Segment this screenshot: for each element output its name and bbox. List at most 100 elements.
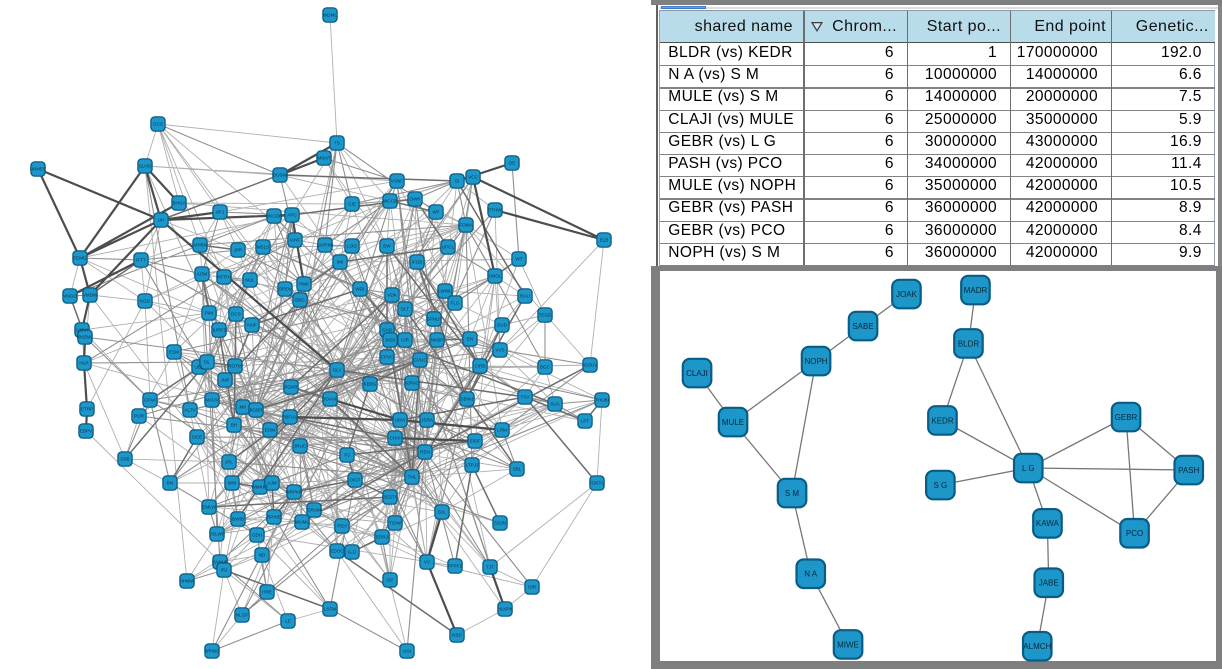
svg-text:JPL: JPL [225,460,233,465]
svg-text:N A: N A [804,570,818,579]
svg-text:WW: WW [228,481,237,486]
svg-text:EMLW: EMLW [202,505,216,510]
svg-text:MADR: MADR [964,286,988,295]
svg-text:L G: L G [1022,464,1035,473]
svg-text:WPWO: WPWO [204,649,220,654]
svg-text:BN: BN [167,481,173,486]
svg-text:NOPH: NOPH [804,357,827,366]
svg-text:TS: TS [334,141,340,146]
svg-text:KGD: KGD [140,299,151,304]
svg-text:OIGT: OIGT [349,478,360,483]
svg-text:LWWL: LWWL [438,289,452,294]
svg-text:LKPHW: LKPHW [317,243,334,248]
svg-text:ND: ND [259,553,266,558]
svg-text:DL: DL [204,360,210,365]
svg-text:APC: APC [287,213,297,218]
svg-text:EOM: EOM [265,428,276,433]
svg-text:CHAI: CHAI [390,436,401,441]
svg-text:OPEN: OPEN [278,287,291,292]
svg-text:THUBI: THUBI [595,398,609,403]
svg-text:IFGB: IFGB [412,260,423,265]
svg-text:GCS: GCS [153,122,163,127]
svg-text:LSFM: LSFM [324,607,336,612]
svg-text:UBVI: UBVI [395,418,406,423]
svg-text:EBPV: EBPV [80,429,93,434]
svg-text:BWIB: BWIB [232,517,244,522]
svg-text:REN: REN [420,450,430,455]
svg-text:RAU: RAU [520,294,530,299]
svg-text:ROTM: ROTM [228,364,242,369]
svg-text:UPCL: UPCL [442,245,455,250]
svg-text:SICE: SICE [192,435,203,440]
svg-text:PJ: PJ [344,453,349,458]
svg-text:GDH: GDH [252,533,262,538]
svg-text:POR: POR [134,414,145,419]
svg-text:FTHW: FTHW [488,208,502,213]
svg-text:GJJ: GJJ [348,550,356,555]
svg-text:KBBG: KBBG [364,382,377,387]
svg-text:KAWA: KAWA [1036,519,1060,528]
svg-text:DANUP: DANUP [212,560,228,565]
svg-text:HHWW: HHWW [179,579,195,584]
svg-text:LTPJJ: LTPJJ [466,463,479,468]
svg-text:BH: BH [231,423,237,428]
svg-text:NUL: NUL [245,278,255,283]
svg-text:SSJN: SSJN [494,521,506,526]
svg-text:WRPKN: WRPKN [285,490,302,495]
svg-text:OE: OE [509,161,516,166]
svg-text:TEGD: TEGD [539,313,552,318]
svg-text:LRM: LRM [497,428,507,433]
svg-text:JMF: JMF [221,378,230,383]
svg-text:MULE: MULE [722,418,744,427]
svg-text:PPPFS: PPPFS [447,564,462,569]
svg-text:PBFUU: PBFUU [282,415,298,420]
svg-text:IOOUV: IOOUV [583,363,599,368]
svg-text:ALMCH: ALMCH [1023,642,1051,651]
svg-text:ORUM: ORUM [307,508,321,513]
svg-text:OIR: OIR [528,585,537,590]
svg-text:UBL: UBL [195,365,204,370]
svg-text:VV: VV [424,560,431,565]
svg-text:ESM: ESM [169,350,179,355]
svg-text:CIR: CIR [401,338,410,343]
svg-text:WUML: WUML [295,520,309,525]
svg-text:SLHO: SLHO [139,164,152,169]
svg-text:GAB: GAB [382,328,392,333]
svg-text:BW: BW [383,244,391,249]
svg-text:UNHEE: UNHEE [30,167,46,172]
svg-text:PASH: PASH [1178,466,1199,475]
svg-text:PCO: PCO [1126,529,1143,538]
svg-text:BHOA: BHOA [172,201,186,206]
svg-text:JPR: JPR [234,248,243,253]
svg-text:VMDW: VMDW [83,293,98,298]
svg-text:GLV: GLV [333,368,343,373]
svg-text:HLR: HLR [79,361,89,366]
svg-text:EIDF: EIDF [470,439,481,444]
svg-text:NJRAD: NJRAD [404,381,420,386]
svg-text:UMVI: UMVI [76,328,87,333]
svg-text:FLG: FLG [451,301,460,306]
svg-text:GVUC: GVUC [413,358,427,363]
svg-text:IMI: IMI [337,260,343,265]
svg-text:WDML: WDML [323,13,337,18]
svg-text:UGI: UGI [403,649,411,654]
svg-text:KEDR: KEDR [931,416,953,425]
svg-text:DUD: DUD [497,323,508,328]
svg-text:VNGD: VNGD [63,294,77,299]
svg-text:PEH: PEH [337,524,346,529]
svg-text:WT: WT [515,257,522,262]
svg-text:DOAAF: DOAAF [322,397,338,402]
svg-text:ELB: ELB [600,238,609,243]
svg-text:SUA: SUA [550,402,560,407]
svg-text:OWP: OWP [410,197,421,202]
svg-text:AOM: AOM [197,272,208,277]
svg-text:BJL: BJL [438,510,446,515]
svg-text:S G: S G [934,481,948,490]
svg-text:BGC: BGC [540,365,551,370]
svg-text:MSLS: MSLS [257,245,270,250]
svg-text:WF: WF [432,210,439,215]
svg-text:S M: S M [785,489,800,498]
svg-text:NUF: NUF [247,323,257,328]
svg-text:RPIHE: RPIHE [267,515,281,520]
svg-text:ALTV: ALTV [184,408,196,413]
